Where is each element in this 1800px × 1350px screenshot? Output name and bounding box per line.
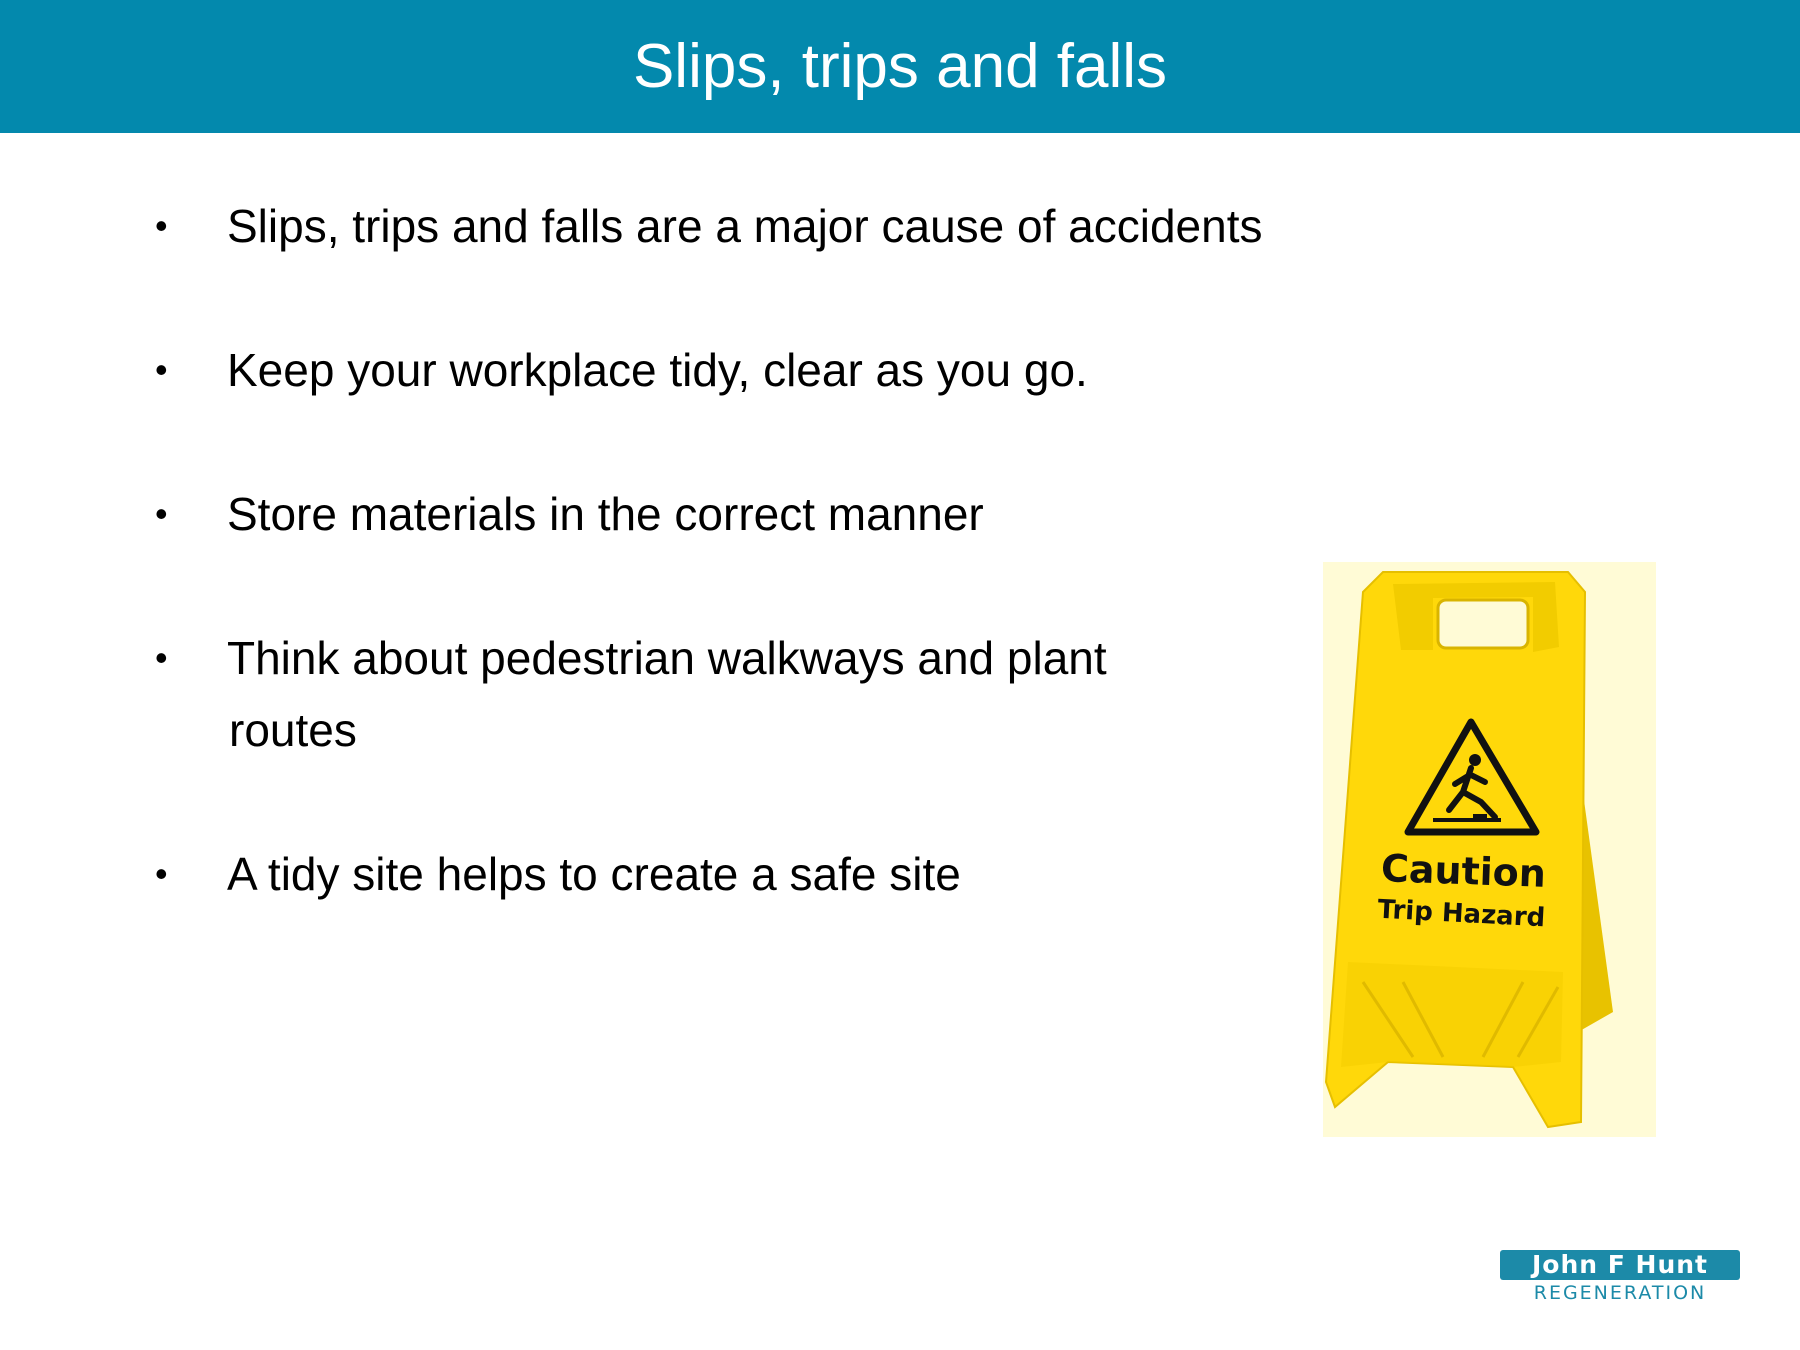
bullet-text: Think about pedestrian walkways and plan… xyxy=(227,632,1107,684)
bullet-text: A tidy site helps to create a safe site xyxy=(227,848,961,900)
logo-tagline: REGENERATION xyxy=(1533,1282,1707,1304)
bullet-item: Think about pedestrian walkways and plan… xyxy=(155,622,1107,766)
bullet-item: Store materials in the correct manner xyxy=(155,478,984,550)
company-logo: John F Hunt REGENERATION xyxy=(1500,1250,1740,1304)
logo-name: John F Hunt xyxy=(1500,1250,1740,1280)
bullet-text: Slips, trips and falls are a major cause… xyxy=(227,200,1263,252)
bullet-item: Keep your workplace tidy, clear as you g… xyxy=(155,334,1088,406)
bullet-text: Keep your workplace tidy, clear as you g… xyxy=(227,344,1088,396)
slide-title: Slips, trips and falls xyxy=(632,32,1168,101)
bullet-text-continuation: routes xyxy=(229,704,357,756)
caution-trip-hazard-sign-icon: Caution Trip Hazard xyxy=(1324,571,1613,1129)
bullet-text: Store materials in the correct manner xyxy=(227,488,984,540)
bullet-item: Slips, trips and falls are a major cause… xyxy=(155,190,1263,262)
bullet-item: A tidy site helps to create a safe site xyxy=(155,838,961,910)
sign-heading: Caution xyxy=(1380,846,1546,896)
caution-sign-image: Caution Trip Hazard xyxy=(1323,562,1656,1137)
title-bar: Slips, trips and falls xyxy=(0,0,1800,133)
